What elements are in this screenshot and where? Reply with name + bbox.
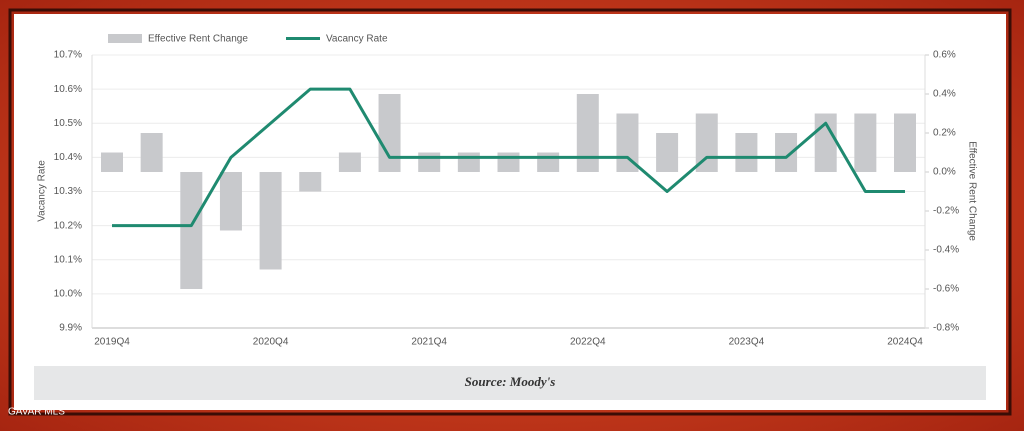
bar — [854, 113, 877, 172]
x-tick-label: 2020Q4 — [253, 337, 289, 348]
frame — [8, 8, 1012, 416]
source: Source: Moody's — [465, 374, 556, 389]
y2-tick-label: 0.2% — [933, 128, 956, 139]
y-tick-label: 10.1% — [54, 254, 82, 265]
bar — [140, 133, 163, 172]
bar — [338, 152, 361, 172]
bar — [378, 94, 401, 172]
bar — [775, 133, 798, 172]
y2-tick-label: -0.2% — [933, 206, 959, 217]
watermark: GAVAR MLS — [8, 407, 65, 418]
y-axis-title: Vacancy Rate — [37, 160, 48, 222]
y-tick-label: 10.4% — [54, 152, 82, 163]
source-bar — [34, 366, 986, 400]
bar — [457, 152, 480, 172]
x-tick-label: 2019Q4 — [94, 337, 130, 348]
legend-label: Vacancy Rate — [326, 34, 388, 45]
x-tick-label: 2022Q4 — [570, 337, 606, 348]
bar — [259, 172, 282, 270]
bar — [894, 113, 916, 172]
y-tick-label: 10.3% — [54, 186, 82, 197]
bar — [735, 133, 758, 172]
y-tick-label: 10.2% — [54, 220, 82, 231]
y2-tick-label: 0.4% — [933, 89, 956, 100]
bar — [656, 133, 679, 172]
y-tick-label: 10.6% — [54, 84, 82, 95]
y-tick-label: 10.5% — [54, 118, 82, 129]
y2-tick-label: 0.6% — [933, 50, 956, 61]
legend-swatch — [108, 34, 142, 43]
y2-tick-label: -0.8% — [933, 323, 959, 334]
y-tick-label: 10.7% — [54, 50, 82, 61]
bar — [576, 94, 599, 172]
legend-label: Effective Rent Change — [148, 34, 248, 45]
bar — [418, 152, 441, 172]
bar — [537, 152, 560, 172]
x-tick-label: 2021Q4 — [411, 337, 447, 348]
bar — [497, 152, 520, 172]
bar — [299, 172, 322, 192]
x-tick-label: 2024Q4 — [887, 337, 923, 348]
y2-axis-title: Effective Rent Change — [966, 141, 977, 241]
y2-tick-label: 0.0% — [933, 167, 956, 178]
panel — [14, 14, 1006, 410]
y2-tick-label: -0.4% — [933, 245, 959, 256]
x-tick-label: 2023Q4 — [729, 337, 765, 348]
y-tick-label: 10.0% — [54, 289, 82, 300]
bar — [180, 172, 203, 289]
bar — [219, 172, 242, 231]
y-tick-label: 9.9% — [59, 323, 82, 334]
line — [112, 87, 905, 228]
y2-tick-label: -0.6% — [933, 284, 959, 295]
bar — [101, 152, 123, 172]
